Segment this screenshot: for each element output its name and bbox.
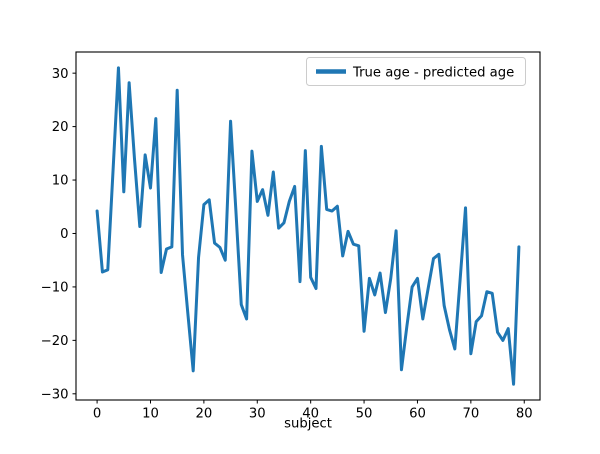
x-axis-ticks: 0 10 20 30 40 50 60 70 80	[93, 400, 533, 422]
legend-label: True age - predicted age	[352, 66, 514, 81]
x-tick-label: 40	[302, 407, 319, 422]
x-axis-label: subject	[284, 417, 332, 432]
y-tick-label: 10	[52, 174, 69, 189]
y-tick-label: 0	[60, 227, 68, 242]
x-tick-label: 30	[249, 407, 266, 422]
series-line	[95, 66, 521, 386]
x-tick-label: 60	[409, 407, 426, 422]
legend-box	[306, 57, 526, 86]
y-axis-ticks: 30 20 10 0 −10 −20 −30	[41, 67, 76, 402]
x-tick-label: 20	[195, 407, 212, 422]
y-tick-label: −20	[41, 334, 69, 349]
legend: True age - predicted age	[306, 57, 526, 86]
x-tick-label: 50	[356, 407, 373, 422]
x-tick-label: 10	[142, 407, 159, 422]
x-tick-label: 80	[516, 407, 533, 422]
line-series	[95, 66, 521, 386]
x-tick-label: 70	[462, 407, 479, 422]
axes-frame	[75, 51, 541, 401]
x-tick-label: 0	[93, 407, 101, 422]
y-tick-label: −30	[41, 387, 69, 402]
y-tick-label: 20	[52, 120, 69, 135]
y-tick-label: 30	[52, 67, 69, 82]
y-tick-label: −10	[41, 281, 69, 296]
